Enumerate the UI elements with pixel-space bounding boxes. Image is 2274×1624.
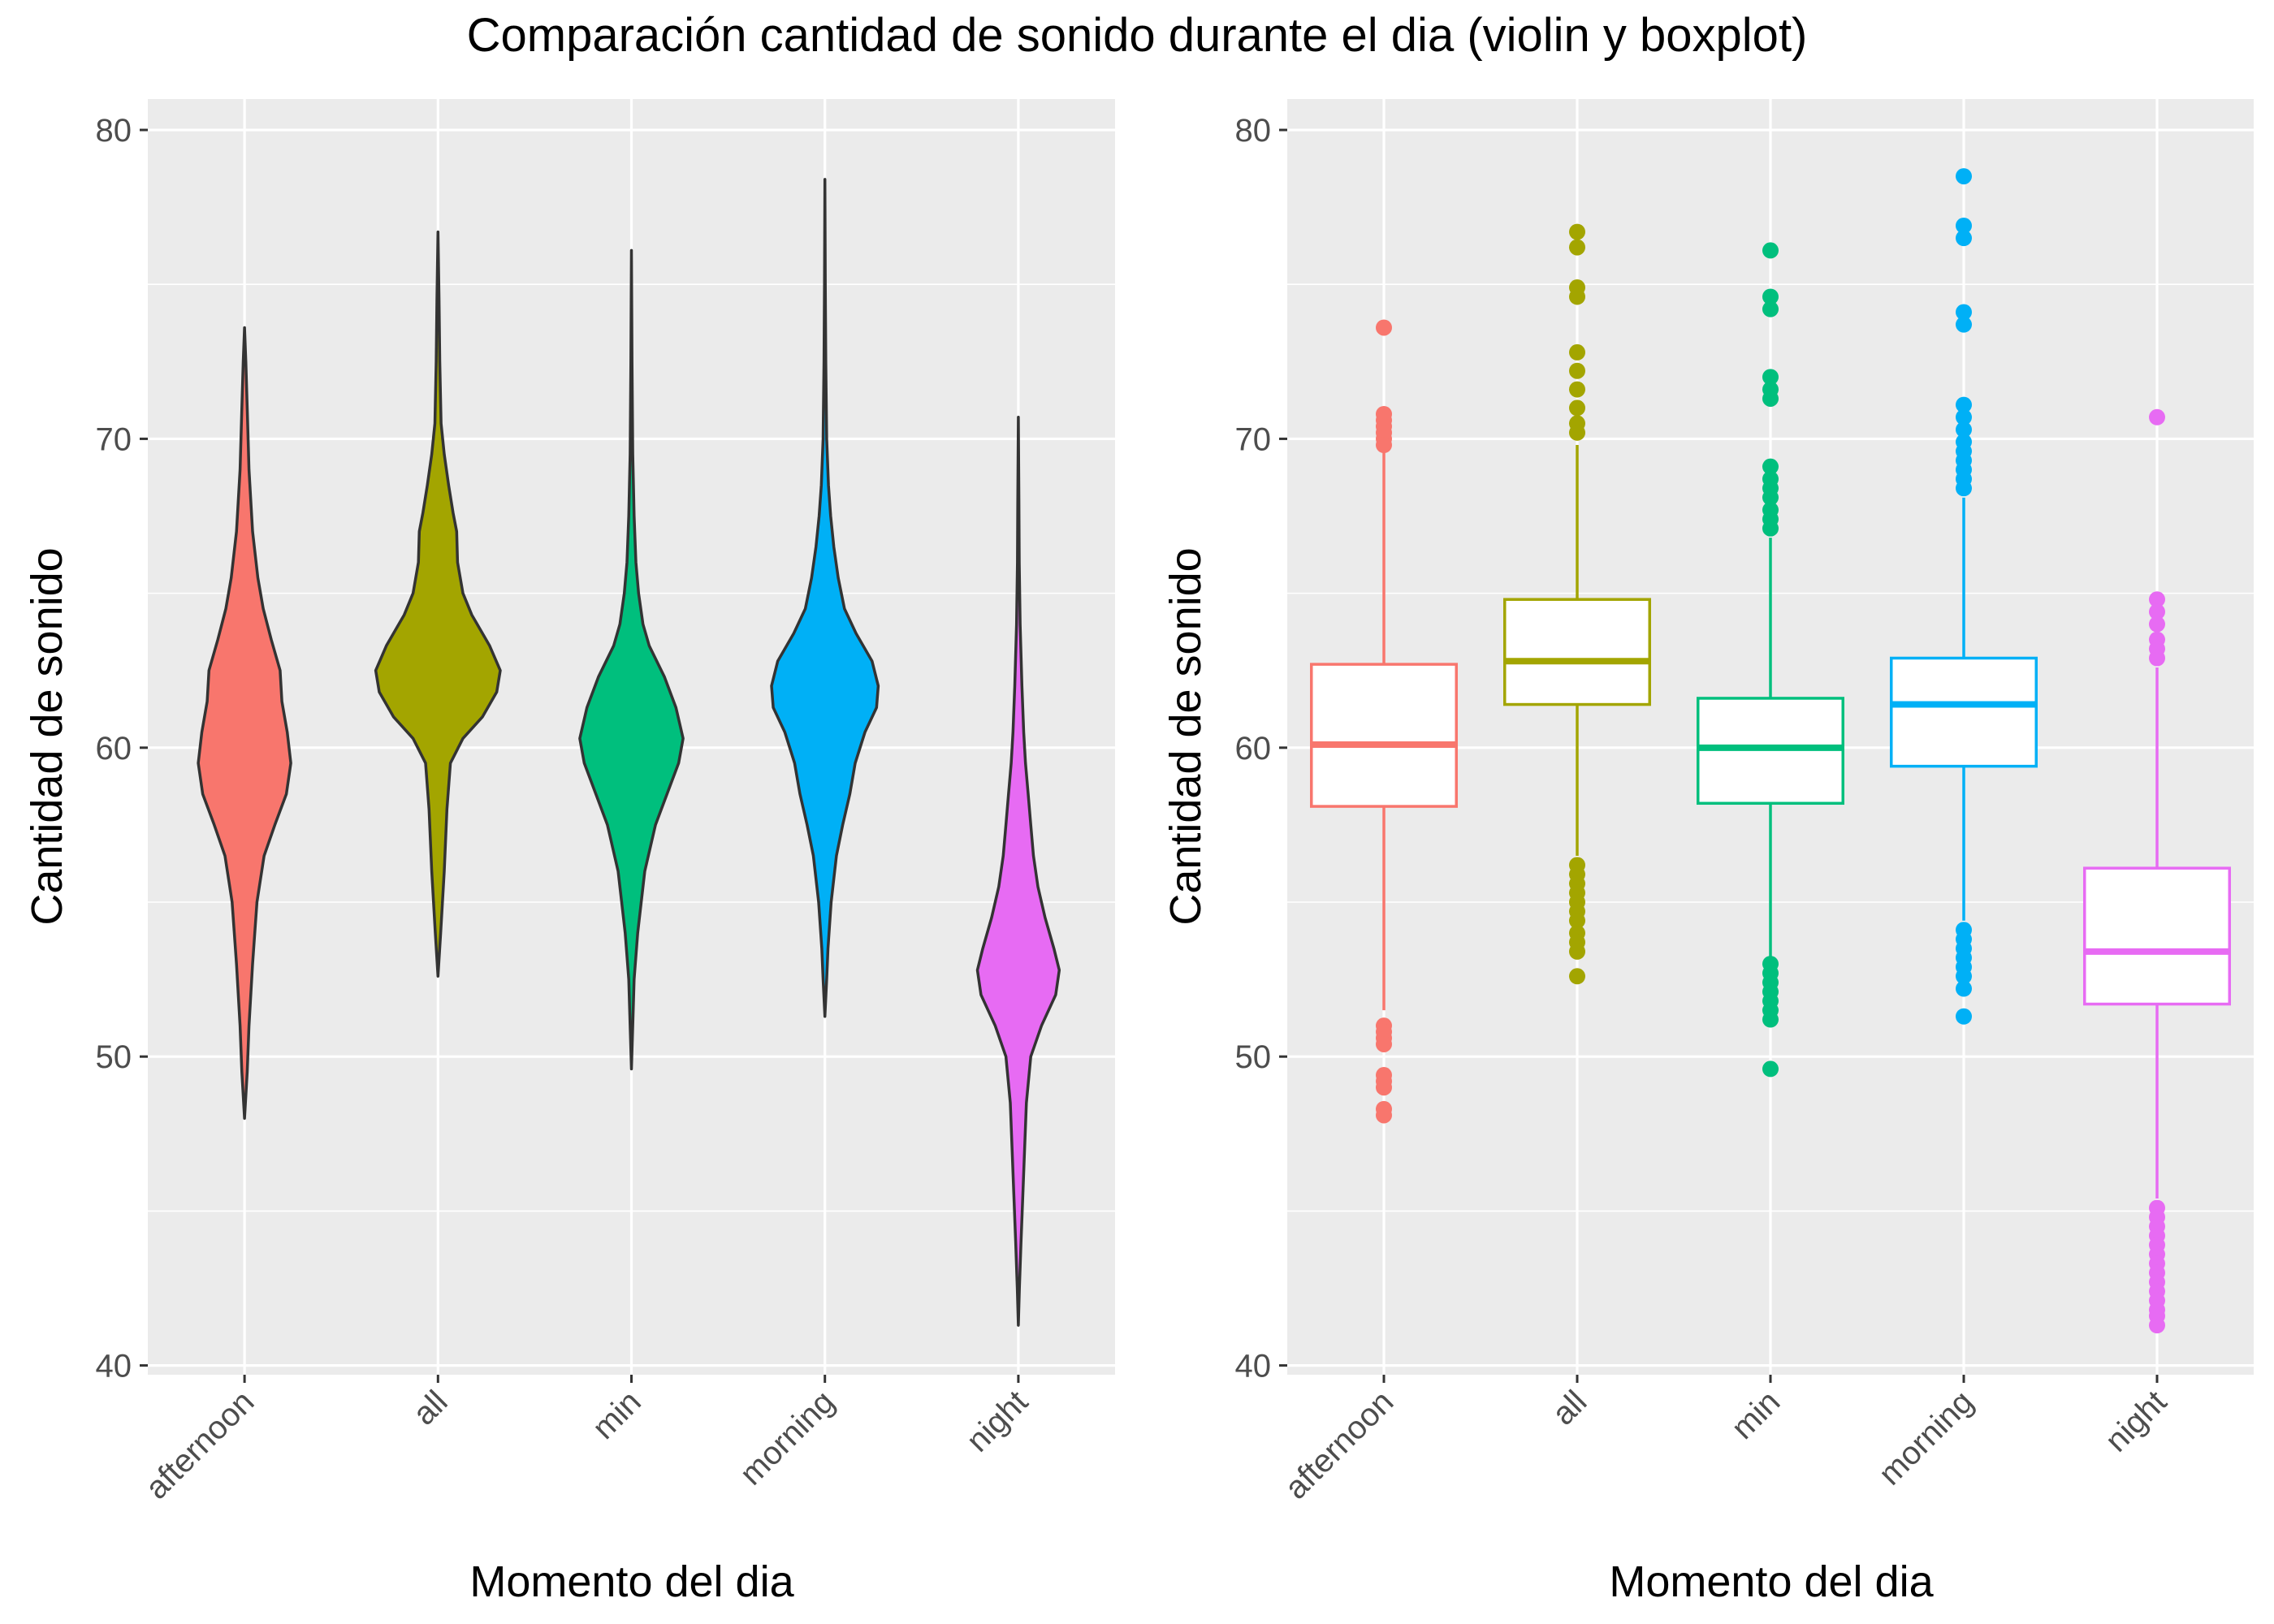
boxplot-outlier-min [1762, 242, 1779, 259]
boxplot-outlier-all [1569, 968, 1585, 985]
boxplot-box-afternoon [1310, 663, 1458, 808]
boxplot-outlier-morning [1956, 217, 1972, 234]
boxplot-outlier-morning [1956, 408, 1972, 425]
boxplot-y-tick-label: 50 [1235, 1039, 1272, 1075]
boxplot-x-axis-title: Momento del dia [1609, 1557, 1934, 1606]
boxplot-outlier-morning [1956, 230, 1972, 247]
boxplot-outlier-morning [1956, 968, 1972, 985]
boxplot-outlier-all [1569, 912, 1585, 929]
boxplot-outlier-min [1762, 288, 1779, 305]
boxplot-outlier-afternoon [1376, 437, 1392, 454]
violin-y-tick-label: 80 [96, 113, 132, 149]
violin-x-tick-label: all [406, 1384, 454, 1432]
boxplot-outlier-all [1569, 223, 1585, 240]
boxplot-outlier-night [2149, 650, 2165, 667]
violin-y-tick-label: 60 [96, 731, 132, 767]
boxplot-outlier-min [1762, 390, 1779, 407]
violin-afternoon [197, 326, 292, 1121]
boxplot-outlier-all [1569, 400, 1585, 417]
boxplot-outlier-morning [1956, 396, 1972, 413]
boxplot-outlier-all [1569, 381, 1585, 398]
boxplot-outlier-night [2149, 1317, 2165, 1334]
boxplot-outlier-all [1569, 362, 1585, 379]
boxplot-outlier-min [1762, 489, 1779, 506]
violin-x-tick-label: morning [733, 1384, 841, 1492]
boxplot-outlier-afternoon [1376, 1107, 1392, 1124]
boxplot-outlier-morning [1956, 304, 1972, 321]
violin-y-tick-label: 40 [96, 1349, 132, 1384]
violin-x-tick-label: night [960, 1384, 1035, 1458]
boxplot-outlier-night [2149, 408, 2165, 425]
boxplot-outlier-afternoon [1376, 319, 1392, 336]
boxplot-outlier-all [1569, 288, 1585, 305]
boxplot-outlier-min [1762, 458, 1779, 475]
boxplot-outlier-min [1762, 1060, 1779, 1078]
violin-x-tick-label: afternoon [139, 1384, 262, 1506]
boxplot-y-tick-label: 80 [1235, 113, 1272, 149]
violin-min [578, 248, 685, 1071]
boxplot-x-tick-label: afternoon [1278, 1384, 1401, 1506]
boxplot-outlier-morning [1956, 316, 1972, 333]
boxplot-outlier-night [2149, 603, 2165, 620]
boxplot-outlier-min [1762, 1011, 1779, 1028]
boxplot-outlier-min [1762, 520, 1779, 537]
boxplot-outlier-morning [1956, 980, 1972, 997]
boxplot-outlier-night [2149, 591, 2165, 608]
boxplot-outlier-min [1762, 300, 1779, 317]
boxplot-panel: 40 50 60 70 80 afternoon all min morning night [1235, 99, 2254, 1506]
boxplot-box-night [2083, 866, 2231, 1006]
boxplot-x-tick-label: night [2099, 1384, 2173, 1458]
violin-all [374, 230, 502, 978]
figure-title: Comparación cantidad de sonido durante e… [467, 9, 1808, 62]
boxplot-x-tick-label: all [1546, 1384, 1593, 1432]
boxplot-box-morning [1890, 656, 2038, 768]
boxplot-outlier-all [1569, 424, 1585, 441]
boxplot-outlier-morning [1956, 480, 1972, 497]
boxplot-outlier-all [1569, 343, 1585, 361]
violin-panel: 40 50 60 70 80 afternoon all min morning night [96, 99, 1115, 1506]
boxplot-outlier-morning [1956, 168, 1972, 185]
violin-morning [770, 178, 880, 1018]
violin-night [975, 416, 1061, 1327]
boxplot-y-tick-label: 60 [1235, 731, 1272, 767]
boxplot-outlier-morning [1956, 1008, 1972, 1025]
boxplot-outlier-afternoon [1376, 1035, 1392, 1052]
boxplot-y-axis-title: Cantidad de sonido [1161, 547, 1210, 925]
violin-x-tick-label: min [586, 1384, 648, 1446]
boxplot-outlier-afternoon [1376, 1079, 1392, 1096]
boxplot-box-all [1503, 598, 1651, 706]
boxplot-outlier-night [2149, 615, 2165, 633]
boxplot-y-tick-label: 70 [1235, 421, 1272, 457]
boxplot-outlier-morning [1956, 421, 1972, 438]
boxplot-x-tick-label: morning [1872, 1384, 1980, 1492]
violin-y-tick-label: 50 [96, 1039, 132, 1075]
boxplot-outlier-min [1762, 369, 1779, 386]
violin-y-axis-title: Cantidad de sonido [23, 547, 71, 925]
boxplot-outlier-all [1569, 239, 1585, 256]
violin-y-tick-label: 70 [96, 421, 132, 457]
violin-x-axis-title: Momento del dia [469, 1557, 794, 1606]
boxplot-outlier-all [1569, 943, 1585, 960]
boxplot-y-tick-label: 40 [1235, 1349, 1272, 1384]
boxplot-x-tick-label: min [1725, 1384, 1788, 1446]
